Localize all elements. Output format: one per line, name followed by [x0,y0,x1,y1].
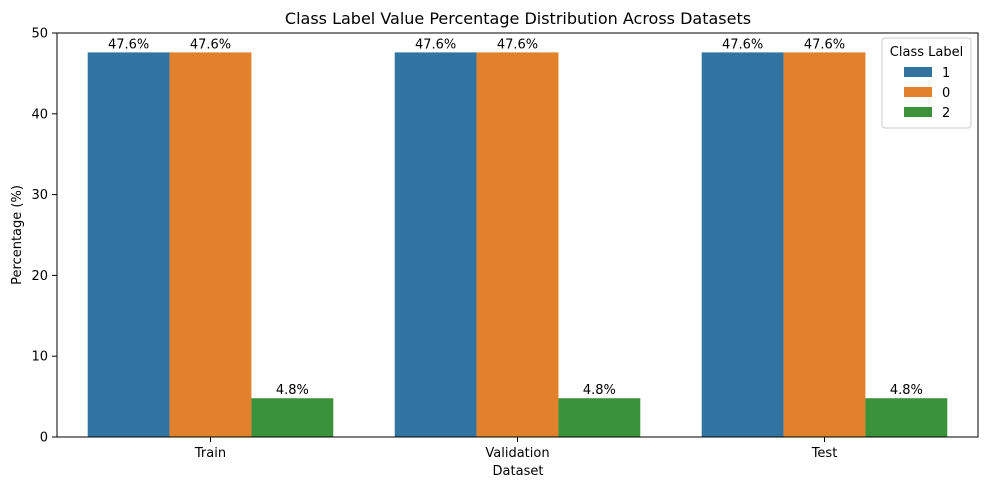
legend-title: Class Label [890,45,963,60]
bar-train-class-1 [87,52,170,437]
legend-swatch-class-1 [904,67,932,77]
data-label-validation-class-0: 47.6% [497,37,538,52]
x-tick-label: Validation [485,446,549,461]
bar-test-class-2 [865,398,948,437]
bar-train-class-0 [169,52,252,437]
legend-label-class-2: 2 [942,106,950,121]
data-label-train-class-2: 4.8% [276,383,309,398]
y-tick-label: 30 [31,188,48,203]
data-label-test-class-0: 47.6% [804,37,845,52]
legend-swatch-class-0 [904,87,932,97]
bars-group [87,52,948,437]
x-axis-title: Dataset [493,464,544,479]
x-tick-label: Test [811,446,838,461]
bar-test-class-0 [783,52,866,437]
legend-swatch-class-2 [904,107,932,117]
x-axis: Train Validation Test [194,437,837,461]
legend-label-class-0: 0 [942,86,950,101]
data-label-test-class-1: 47.6% [722,37,763,52]
chart-title: Class Label Value Percentage Distributio… [285,9,751,28]
data-label-train-class-0: 47.6% [190,37,231,52]
plot-frame [56,32,979,438]
bar-train-class-2 [251,398,334,437]
y-tick-label: 10 [31,350,48,365]
bar-validation-class-1 [394,52,477,437]
y-axis: 0 10 20 30 40 50 [31,27,57,446]
x-tick-label: Train [194,446,226,461]
data-label-train-class-1: 47.6% [108,37,149,52]
data-label-test-class-2: 4.8% [890,383,923,398]
legend-frame [881,37,972,129]
legend: Class Label 1 0 2 [881,37,972,129]
bar-test-class-1 [701,52,784,437]
data-label-validation-class-1: 47.6% [415,37,456,52]
y-tick-label: 40 [31,107,48,122]
y-tick-label: 0 [40,431,48,446]
data-label-validation-class-2: 4.8% [583,383,616,398]
y-tick-label: 20 [31,269,48,284]
bar-validation-class-0 [476,52,559,437]
bar-validation-class-2 [558,398,641,437]
y-axis-title: Percentage (%) [10,185,25,285]
data-labels-group: 47.6% 47.6% 47.6% 47.6% 47.6% 47.6% 4.8% 4.8% 4.… [108,37,923,398]
legend-label-class-1: 1 [942,66,950,81]
y-tick-label: 50 [31,27,48,42]
